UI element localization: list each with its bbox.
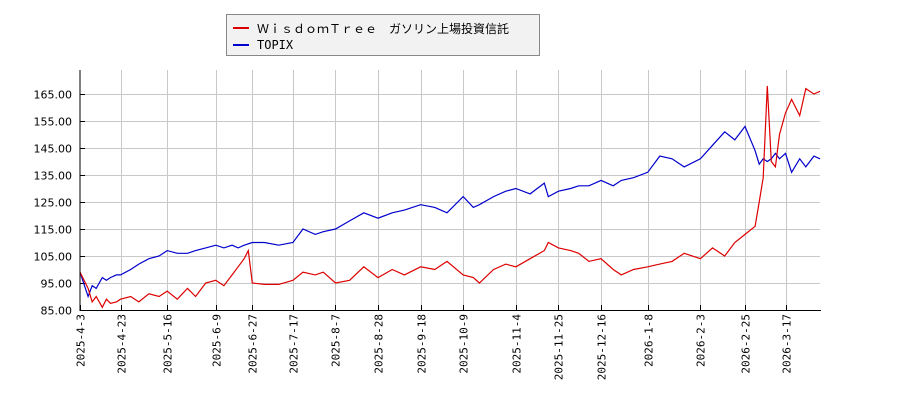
x-tick-label: 2025-11-25 — [553, 314, 566, 380]
y-tick-label: 105.00 — [34, 251, 73, 264]
legend-label: TOPIX — [257, 38, 294, 52]
y-tick-label: 135.00 — [34, 170, 73, 183]
y-tick-label: 115.00 — [34, 224, 73, 237]
x-tick-label: 2026-2-3 — [695, 314, 708, 367]
y-axis: 85.00 95.00 105.00 115.00 125.00 135.00 145.00… — [34, 89, 85, 318]
y-tick-label: 165.00 — [34, 89, 73, 102]
x-tick-label: 2025-4-3 — [75, 314, 88, 367]
x-tick-label: 2025-6-9 — [211, 314, 224, 367]
x-tick-label: 2025-8-28 — [373, 314, 386, 374]
x-tick-label: 2026-2-25 — [740, 314, 753, 374]
y-tick-label: 155.00 — [34, 116, 73, 129]
x-tick-label: 2025-8-7 — [330, 314, 343, 367]
x-tick-label: 2025-7-17 — [288, 314, 301, 374]
series-lines — [79, 85, 821, 309]
y-tick-label: 95.00 — [41, 278, 73, 291]
x-tick-label: 2025-6-27 — [247, 314, 260, 374]
x-tick-label: 2025-4-23 — [116, 314, 129, 374]
x-tick-label: 2026-3-17 — [781, 314, 794, 374]
x-axis: 2025-4-3 2025-4-23 2025-5-16 2025-6-9 2025-6… — [75, 305, 794, 380]
y-tick-label: 125.00 — [34, 197, 73, 210]
x-tick-label: 2025-9-18 — [416, 314, 429, 374]
x-tick-label: 2025-5-16 — [162, 314, 175, 374]
wisdomtree-line — [79, 85, 821, 309]
x-tick-label: 2025-11-4 — [511, 314, 524, 374]
legend-label: ＷｉｓｄｏｍＴｒｅｅ ガソリン上場投資信託 — [257, 21, 510, 36]
x-tick-label: 2026-1-8 — [643, 314, 656, 367]
legend-swatch-red — [233, 27, 249, 29]
legend-item-topix: TOPIX — [233, 37, 293, 53]
x-tick-label: 2025-12-16 — [596, 314, 609, 380]
legend: ＷｉｓｄｏｍＴｒｅｅ ガソリン上場投資信託 TOPIX — [226, 14, 540, 56]
legend-swatch-blue — [233, 44, 249, 46]
legend-item-wisdomtree: ＷｉｓｄｏｍＴｒｅｅ ガソリン上場投資信託 — [233, 20, 509, 36]
y-tick-label: 85.00 — [41, 305, 73, 318]
y-tick-label: 145.00 — [34, 143, 73, 156]
grid-lines — [80, 70, 820, 310]
x-tick-label: 2025-10-9 — [458, 314, 471, 374]
topix-line — [79, 125, 821, 299]
